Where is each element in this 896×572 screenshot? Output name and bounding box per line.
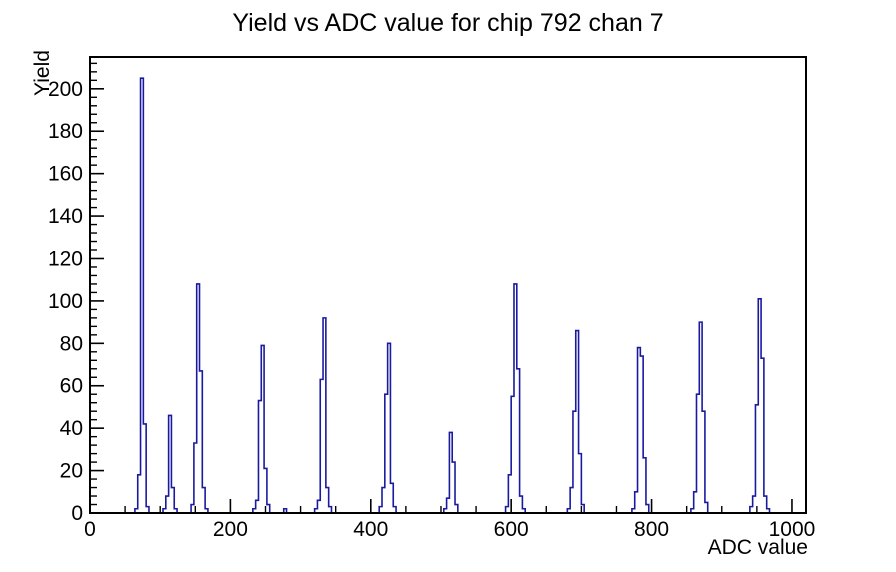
y-tick-label: 20 (60, 460, 83, 483)
y-axis-ticks: 0 20 40 60 80 100 120 140 160 180 200 (48, 62, 104, 525)
y-tick-label: 40 (60, 417, 83, 440)
histogram-path (90, 77, 806, 514)
y-tick-label: 80 (60, 332, 83, 355)
x-tick-label: 800 (634, 518, 669, 541)
y-tick-label: 160 (48, 163, 83, 186)
x-tick-label: 200 (213, 518, 248, 541)
histogram-series (90, 77, 806, 514)
x-tick-label: 1000 (769, 518, 816, 541)
chart-title: Yield vs ADC value for chip 792 chan 7 (232, 9, 664, 37)
y-tick-label: 200 (48, 78, 83, 101)
y-tick-label: 140 (48, 205, 83, 228)
x-axis-title: ADC value (707, 536, 808, 559)
x-tick-label: 600 (494, 518, 529, 541)
plot-frame (89, 56, 807, 514)
y-tick-label: 120 (48, 247, 83, 270)
y-tick-label: 180 (48, 120, 83, 143)
x-tick-label: 0 (84, 518, 96, 541)
y-tick-label: 100 (48, 290, 83, 313)
x-axis-ticks: 0 200 400 600 800 1000 (84, 499, 815, 541)
y-tick-label: 60 (60, 375, 83, 398)
y-tick-label: 0 (71, 502, 83, 525)
x-tick-label: 400 (353, 518, 388, 541)
